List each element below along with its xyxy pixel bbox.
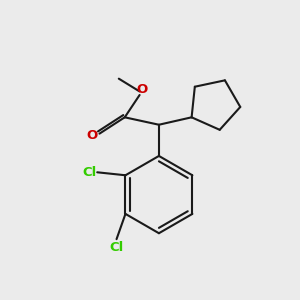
Text: O: O xyxy=(136,83,147,96)
Text: Cl: Cl xyxy=(110,241,124,254)
Text: Cl: Cl xyxy=(82,166,96,179)
Text: O: O xyxy=(86,129,98,142)
